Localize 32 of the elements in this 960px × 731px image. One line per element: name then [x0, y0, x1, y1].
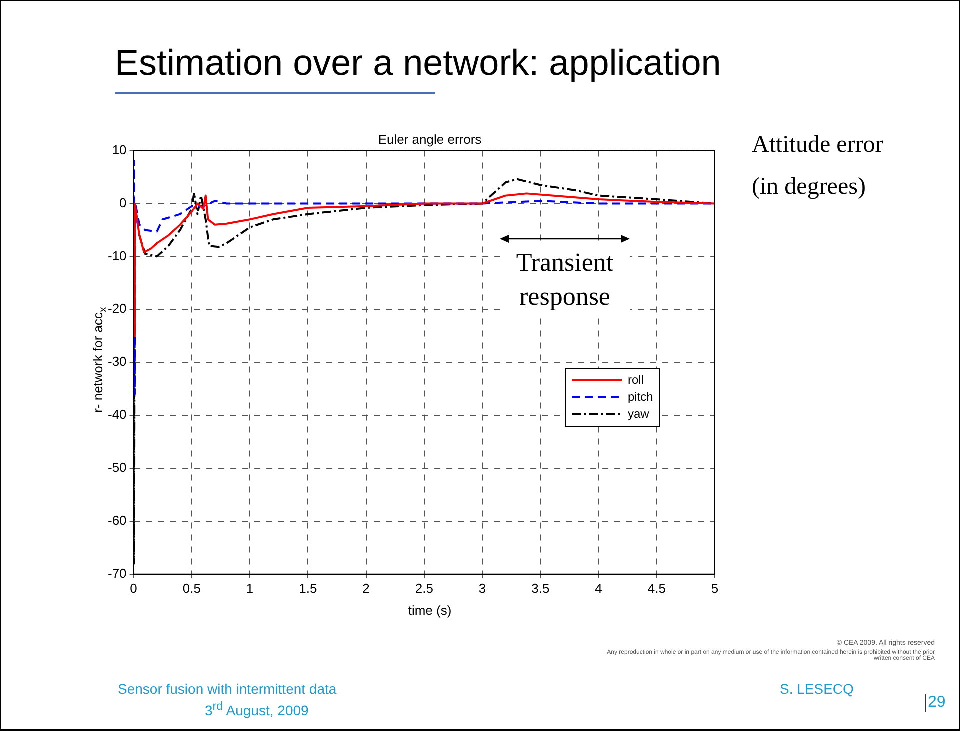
y-tick-label: 10 — [112, 142, 127, 158]
y-tick-label: -70 — [108, 566, 127, 581]
y-tick-label: -30 — [108, 354, 127, 370]
chart-subtitle: Euler angle errors — [377, 132, 483, 147]
chart-title: Estimation over a network: application — [115, 42, 722, 84]
x-tick-label: 5 — [711, 580, 719, 596]
text: Attitude error (in degrees) — [752, 131, 884, 202]
x-tick-label: 4 — [595, 580, 602, 596]
text: 29 — [925, 694, 946, 712]
x-tick-label: 4.5 — [648, 580, 666, 596]
y-tick-label: -40 — [108, 407, 127, 422]
y-tick-label: -50 — [108, 460, 127, 476]
y-tick-label: -20 — [108, 301, 127, 316]
y-tick-label: -10 — [108, 248, 127, 264]
x-axis-title: time (s) — [407, 603, 453, 618]
text: S. LESECQ — [780, 681, 854, 697]
x-tick-label: 0 — [130, 580, 138, 596]
x-tick-label: 2 — [362, 580, 370, 596]
legend-label: roll — [628, 373, 644, 388]
x-tick-label: 0.5 — [182, 580, 201, 596]
x-tick-label: 3 — [478, 580, 486, 596]
y-tick-label: 0 — [120, 195, 127, 210]
x-tick-label: 2.5 — [415, 580, 434, 596]
x-tick-label: 1.5 — [299, 580, 318, 596]
text: Sensor fusion with intermittent data — [118, 681, 337, 697]
y-tick-label: -60 — [108, 513, 127, 528]
text: 3$^{rd}$ August, 2009 — [205, 700, 309, 719]
annotation: Transient response — [500, 246, 630, 314]
legend-label: pitch — [628, 390, 654, 404]
legend-label: yaw — [628, 407, 650, 422]
x-tick-label: 1 — [246, 580, 254, 596]
x-tick-label: 3.5 — [532, 580, 550, 596]
